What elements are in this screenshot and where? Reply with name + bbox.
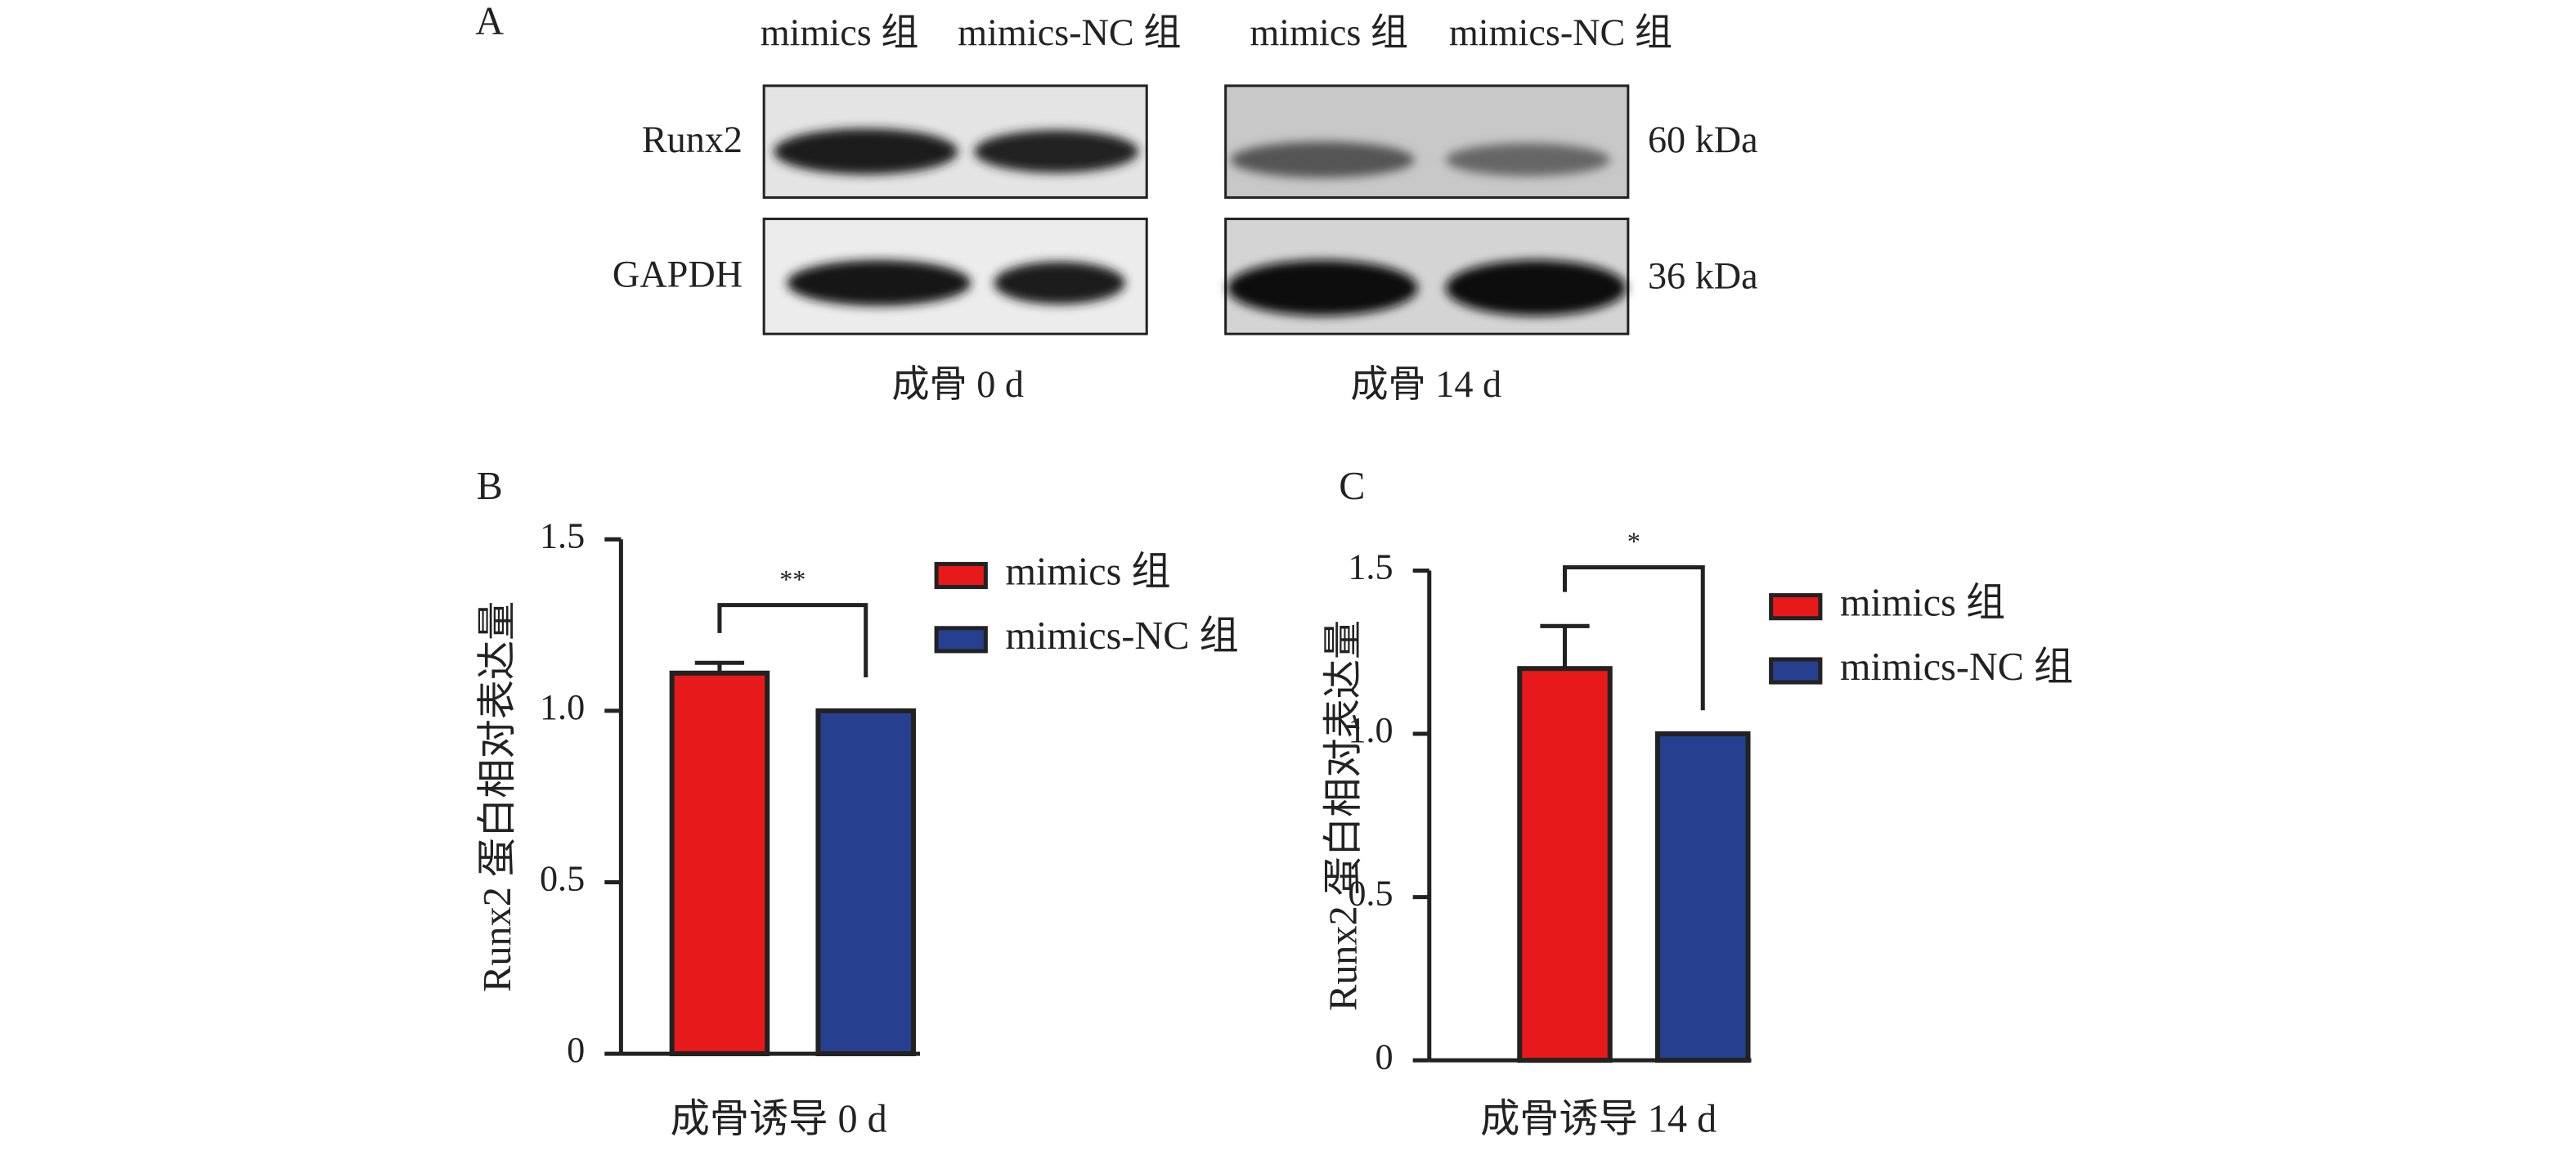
column-header: mimics 组 (761, 11, 919, 53)
y-tick-label: 0.5 (1348, 874, 1393, 914)
legend-label: mimics-NC 组 (1840, 645, 2073, 689)
legend-swatch (934, 561, 988, 590)
band (994, 261, 1126, 305)
legend-swatch (934, 626, 988, 654)
legend-label: mimics 组 (1005, 551, 1170, 594)
y-tick-label: 1.5 (540, 515, 585, 555)
panel-label: A (475, 0, 504, 43)
y-axis-label: Runx2 蛋白相对表达量 (476, 601, 519, 992)
y-tick-label: 0 (567, 1030, 585, 1070)
y-tick-label: 0 (1375, 1036, 1393, 1077)
column-header: mimics-NC 组 (1449, 11, 1672, 53)
panel-label: B (477, 465, 503, 508)
time-label: 成骨 0 d (891, 363, 1024, 405)
y-axis-label: Runx2 蛋白相对表达量 (1322, 620, 1365, 1011)
size-label: 36 kDa (1648, 255, 1758, 297)
row-label: Runx2 (642, 119, 743, 160)
y-tick-label: 1.0 (1348, 710, 1393, 750)
y-tick-label: 1.5 (1348, 547, 1393, 587)
blot-images (762, 84, 1630, 335)
bar (1654, 731, 1751, 1063)
x-axis-label: 成骨诱导 0 d (671, 1098, 887, 1141)
band (774, 128, 958, 175)
bar (815, 708, 916, 1057)
significance-bracket (717, 603, 868, 678)
significance-label: * (1627, 527, 1640, 556)
legend-swatch (1769, 657, 1823, 685)
significance-bracket (1562, 564, 1705, 711)
time-label: 成骨 14 d (1350, 363, 1501, 405)
significance-label: ** (779, 564, 806, 594)
panel-label: C (1339, 465, 1365, 508)
band (1445, 259, 1627, 317)
legend-label: mimics-NC 组 (1005, 614, 1238, 658)
column-header: mimics-NC 组 (958, 11, 1181, 53)
y-tick-label: 0.5 (540, 859, 585, 899)
y-tick-label: 1.0 (540, 687, 585, 727)
legend-swatch (1769, 593, 1823, 621)
row-label: GAPDH (613, 253, 743, 294)
x-axis-label: 成骨诱导 14 d (1480, 1098, 1717, 1141)
blot-box (1224, 84, 1630, 199)
band (1445, 143, 1610, 177)
column-header: mimics 组 (1250, 11, 1408, 53)
band (787, 259, 972, 307)
size-label: 60 kDa (1648, 119, 1758, 160)
band (974, 130, 1139, 173)
bar (669, 670, 770, 1057)
bar (1517, 666, 1613, 1063)
legend-label: mimics 组 (1840, 582, 2005, 625)
band (1230, 142, 1415, 178)
band (1227, 259, 1418, 317)
